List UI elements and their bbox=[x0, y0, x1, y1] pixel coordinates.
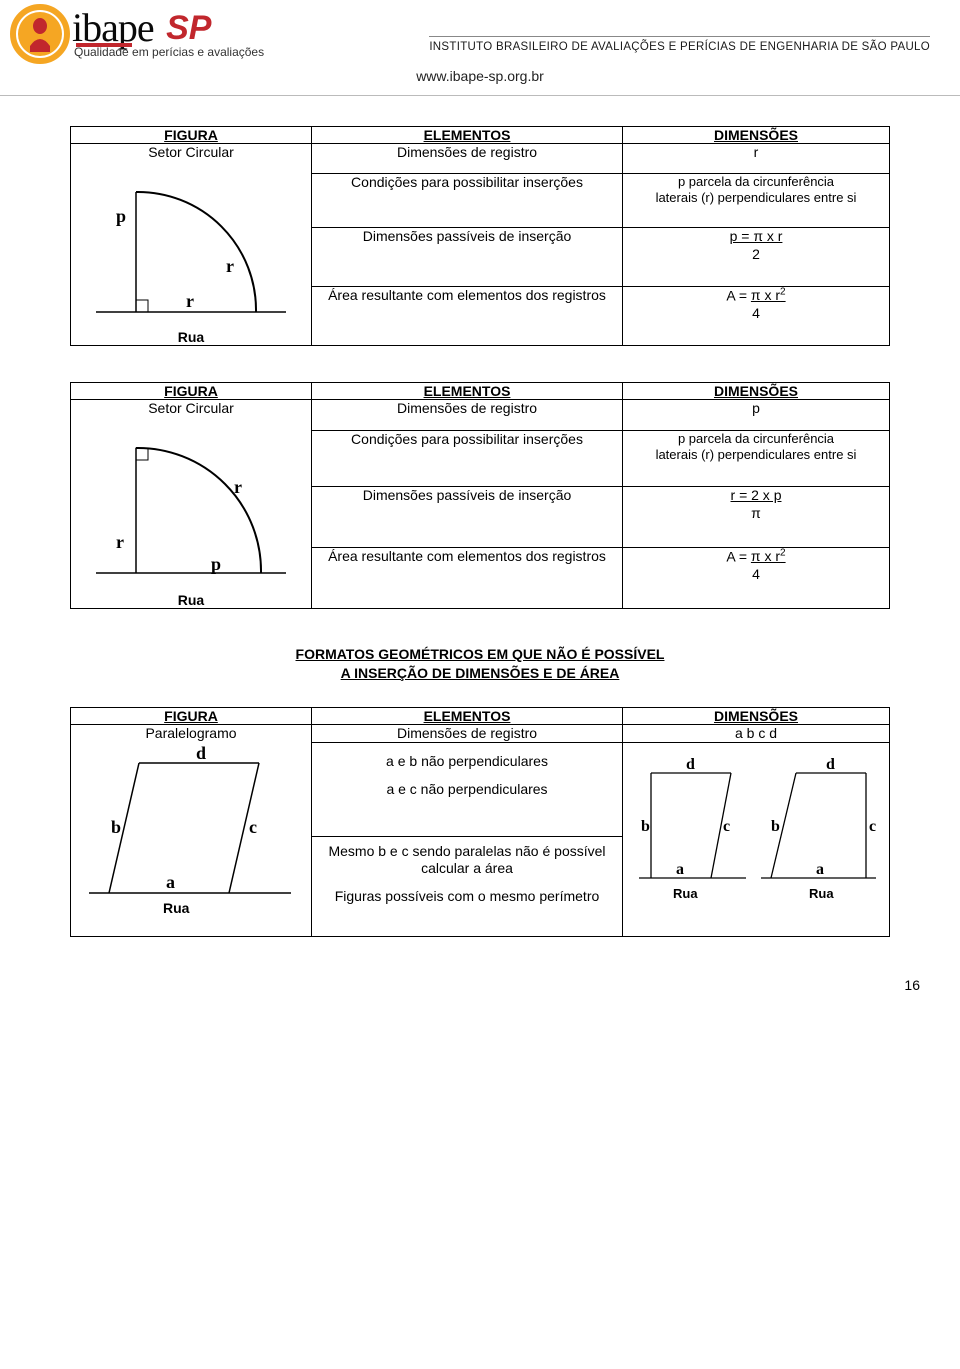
row-value: p = π x r 2 bbox=[623, 228, 890, 286]
svg-text:b: b bbox=[641, 818, 650, 835]
row-label: Dimensões passíveis de inserção bbox=[312, 487, 623, 547]
page-header: ibape SP Qualidade em perícias e avaliaç… bbox=[0, 0, 960, 96]
table-paralelogramo: FIGURA ELEMENTOS DIMENSÕES Paralelogramo… bbox=[70, 707, 890, 937]
rua-label: Rua bbox=[163, 900, 190, 916]
label-a: a bbox=[166, 872, 175, 892]
row-label: Área resultante com elementos dos regist… bbox=[312, 547, 623, 608]
svg-text:d: d bbox=[686, 756, 695, 773]
figure-cell: Setor Circular r r p Rua bbox=[71, 400, 312, 609]
svg-text:Rua: Rua bbox=[673, 886, 698, 901]
label-p: p bbox=[211, 554, 221, 574]
col-header-dimensoes: DIMENSÕES bbox=[623, 383, 890, 400]
page: ibape SP Qualidade em perícias e avaliaç… bbox=[0, 0, 960, 1033]
row-value: p parcela da circunferência laterais (r)… bbox=[623, 431, 890, 487]
label-r2: r bbox=[234, 477, 242, 497]
col-header-figura: FIGURA bbox=[71, 707, 312, 724]
row-label: a e b não perpendiculares a e c não perp… bbox=[312, 743, 623, 836]
row-value: r bbox=[623, 144, 890, 174]
svg-text:Rua: Rua bbox=[809, 886, 834, 901]
row-value: A = π x r2 4 bbox=[623, 547, 890, 608]
figure-cell: Paralelogramo d b c a Rua bbox=[71, 724, 312, 936]
row-label: Dimensões de registro bbox=[312, 400, 623, 431]
row-value: A = π x r2 4 bbox=[623, 286, 890, 345]
col-header-dimensoes: DIMENSÕES bbox=[623, 707, 890, 724]
col-header-figura: FIGURA bbox=[71, 383, 312, 400]
svg-text:b: b bbox=[771, 818, 780, 835]
col-header-figura: FIGURA bbox=[71, 127, 312, 144]
row-label: Área resultante com elementos dos regist… bbox=[312, 286, 623, 345]
row-value: a b c d bbox=[623, 724, 890, 743]
row-value: r = 2 x p π bbox=[623, 487, 890, 547]
sector-diagram-icon: p r r bbox=[86, 162, 296, 335]
svg-text:d: d bbox=[826, 756, 835, 773]
figure-title: Paralelogramo bbox=[71, 725, 311, 741]
col-header-elementos: ELEMENTOS bbox=[312, 127, 623, 144]
row-label: Dimensões passíveis de inserção bbox=[312, 228, 623, 286]
figure-title: Setor Circular bbox=[71, 400, 311, 416]
label-r2: r bbox=[186, 291, 194, 311]
ibape-logo-icon bbox=[10, 4, 70, 64]
svg-text:c: c bbox=[869, 818, 876, 835]
svg-text:a: a bbox=[816, 861, 824, 878]
label-r: r bbox=[116, 532, 124, 552]
page-content: FIGURA ELEMENTOS DIMENSÕES Setor Circula… bbox=[0, 96, 960, 937]
svg-text:c: c bbox=[723, 818, 730, 835]
logo-block: ibape SP Qualidade em perícias e avaliaç… bbox=[72, 4, 264, 59]
label-c: c bbox=[249, 817, 257, 837]
parallelogram-diagram-icon: d b c a Rua bbox=[81, 743, 301, 936]
table-setor-circular-p: FIGURA ELEMENTOS DIMENSÕES Setor Circula… bbox=[70, 382, 890, 609]
label-d: d bbox=[196, 743, 206, 763]
sector-diagram-icon: r r p bbox=[86, 418, 296, 596]
row-label: Dimensões de registro bbox=[312, 144, 623, 174]
row-label: Condições para possibilitar inserções bbox=[312, 173, 623, 227]
label-r: r bbox=[226, 256, 234, 276]
figure-title: Setor Circular bbox=[71, 144, 311, 160]
col-header-elementos: ELEMENTOS bbox=[312, 383, 623, 400]
section-heading: FORMATOS GEOMÉTRICOS EM QUE NÃO É POSSÍV… bbox=[70, 645, 890, 683]
row-label: Condições para possibilitar inserções bbox=[312, 431, 623, 487]
row-label: Dimensões de registro bbox=[312, 724, 623, 743]
col-header-dimensoes: DIMENSÕES bbox=[623, 127, 890, 144]
site-url: www.ibape-sp.org.br bbox=[0, 68, 960, 84]
parallelogram-variants-icon: d b c a Rua d b c bbox=[631, 743, 881, 928]
row-label: Mesmo b e c sendo paralelas não é possív… bbox=[312, 836, 623, 936]
institute-line: INSTITUTO BRASILEIRO DE AVALIAÇÕES E PER… bbox=[429, 36, 930, 53]
row-value: p bbox=[623, 400, 890, 431]
svg-text:a: a bbox=[676, 861, 684, 878]
label-p: p bbox=[116, 206, 126, 226]
brand-tagline: Qualidade em perícias e avaliações bbox=[74, 45, 264, 59]
row-value: p parcela da circunferência laterais (r)… bbox=[623, 173, 890, 227]
row-value: d b c a Rua d b c bbox=[623, 743, 890, 937]
col-header-elementos: ELEMENTOS bbox=[312, 707, 623, 724]
page-number: 16 bbox=[0, 977, 960, 993]
table-setor-circular-r: FIGURA ELEMENTOS DIMENSÕES Setor Circula… bbox=[70, 126, 890, 346]
figure-cell: Setor Circular p r r Rua bbox=[71, 144, 312, 346]
label-b: b bbox=[111, 817, 121, 837]
